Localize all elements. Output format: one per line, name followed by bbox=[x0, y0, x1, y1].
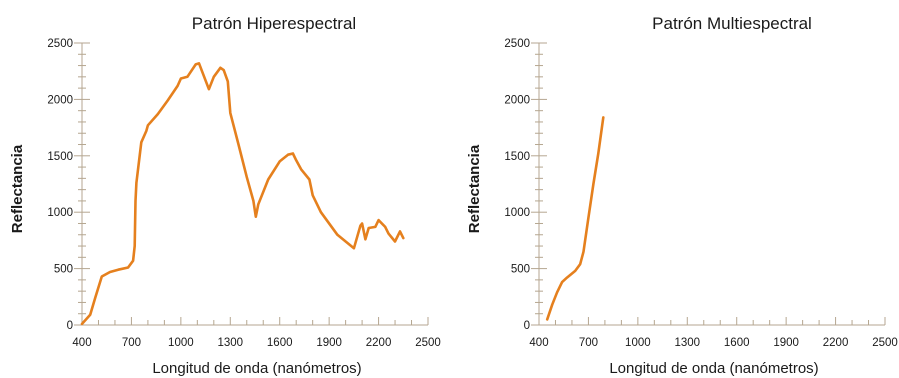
x-tick-label: 1600 bbox=[724, 337, 750, 349]
x-tick-label: 700 bbox=[122, 337, 141, 349]
x-tick-label: 400 bbox=[72, 337, 91, 349]
x-tick-label: 400 bbox=[529, 337, 548, 349]
x-tick-label: 1900 bbox=[773, 337, 799, 349]
x-tick-label: 2500 bbox=[872, 337, 898, 349]
x-tick-label: 1000 bbox=[625, 337, 651, 349]
y-tick-label: 500 bbox=[54, 264, 73, 276]
y-tick-label: 2500 bbox=[47, 38, 73, 50]
y-tick-label: 2000 bbox=[47, 94, 73, 106]
y-tick-label: 1500 bbox=[504, 151, 530, 163]
y-axis-label: Reflectancia bbox=[466, 144, 483, 233]
y-tick-label: 0 bbox=[67, 320, 73, 332]
y-tick-label: 1000 bbox=[504, 207, 530, 219]
chart-panel-1: Patrón Hiperespectral Reflectancia Longitu… bbox=[9, 14, 441, 377]
y-tick-label: 2500 bbox=[504, 38, 530, 50]
y-tick-label: 2000 bbox=[504, 94, 530, 106]
x-tick-label: 1300 bbox=[674, 337, 700, 349]
chart-title: Patrón Multiespectral bbox=[652, 14, 812, 33]
y-tick-label: 0 bbox=[524, 320, 530, 332]
y-tick-label: 500 bbox=[511, 264, 530, 276]
x-axis-label: Longitud de onda (nanómetros) bbox=[609, 360, 818, 377]
x-tick-label: 700 bbox=[579, 337, 598, 349]
series-line-1 bbox=[545, 116, 605, 321]
x-tick-label: 1600 bbox=[267, 337, 293, 349]
x-tick-label: 2200 bbox=[366, 337, 392, 349]
x-tick-label: 2500 bbox=[415, 337, 441, 349]
x-tick-label: 1000 bbox=[168, 337, 194, 349]
chart-panel-2: Patrón Multiespectral Reflectancia Longitu… bbox=[466, 14, 898, 377]
y-tick-label: 1000 bbox=[47, 207, 73, 219]
x-axis-label: Longitud de onda (nanómetros) bbox=[152, 360, 361, 377]
x-tick-label: 1300 bbox=[217, 337, 243, 349]
chart-title: Patrón Hiperespectral bbox=[192, 14, 356, 33]
y-axis-label: Reflectancia bbox=[9, 144, 26, 233]
x-tick-label: 2200 bbox=[823, 337, 849, 349]
series-line-1 bbox=[80, 62, 405, 326]
x-tick-label: 1900 bbox=[316, 337, 342, 349]
y-tick-label: 1500 bbox=[47, 151, 73, 163]
